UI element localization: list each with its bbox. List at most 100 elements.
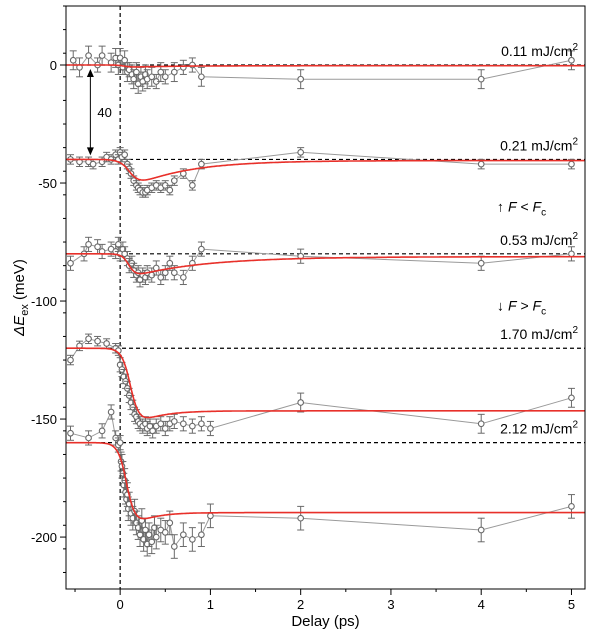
x-tick-label: 1 [207,597,214,612]
data-point [198,531,205,539]
series-label-value: 2.12 mJ/cm [500,421,572,437]
data-point [85,52,92,59]
annotation-f: F [508,297,518,313]
series-label-value: 0.21 mJ/cm [500,137,572,153]
series-label-value: 1.70 mJ/cm [500,326,572,342]
y-tick-label: -150 [31,412,57,427]
data-point [107,408,115,416]
series-connector-line [70,150,572,193]
offset-marker-label: 40 [97,105,111,120]
plot-frame [65,5,586,590]
fit-curve [66,158,585,181]
annotation-operator: > [517,297,533,313]
annotation-above-critical-fluence: ↓ F > Fc [497,297,546,317]
data-point [170,543,178,550]
series-label-value: 0.53 mJ/cm [500,232,572,248]
series-label-superscript: 2 [572,136,578,147]
data-point [67,259,74,267]
data-point [94,243,101,251]
data-point [103,340,110,347]
series-label-superscript: 2 [572,325,578,336]
data-point [568,503,575,510]
data-point [157,274,165,281]
data-point [170,177,178,185]
series-label-superscript: 2 [572,231,578,242]
data-point [568,56,575,64]
data-point [198,420,205,428]
series-label: 0.53 mJ/cm2 [500,231,578,248]
data-point [161,425,169,432]
data-point [157,420,165,428]
data-point [297,514,305,522]
y-tick-label: -200 [31,530,57,545]
x-tick-label: 4 [478,597,485,612]
offset-marker-arrowhead-bottom [86,147,94,156]
data-point [116,439,124,447]
annotation-arrow-up: ↑ [497,198,504,214]
data-point [198,73,205,81]
data-point [121,151,129,159]
annotation-fc: F [533,198,543,214]
data-point [477,526,485,534]
offset-marker-arrowhead-top [86,69,94,78]
annotation-f: F [508,198,518,214]
data-point [98,52,106,59]
series-label: 2.12 mJ/cm2 [500,420,578,437]
data-point [161,73,169,81]
annotation-below-critical-fluence: ↑ F < Fc [497,198,546,218]
data-point [198,160,205,168]
annotation-operator: < [517,198,533,214]
y-tick-label: -50 [38,176,57,191]
data-point [98,427,106,435]
data-point [568,250,575,258]
data-point [477,420,485,428]
data-point [179,531,187,539]
fit-layer [66,64,585,520]
series-label-value: 0.11 mJ/cm [501,43,572,59]
data-point [189,61,196,69]
data-point [477,160,485,168]
data-point [166,186,174,194]
data-point [85,241,92,248]
data-point [149,427,157,435]
data-point [67,356,74,364]
annotation-fc-subscript: c [541,306,546,317]
axis-layer: 0 1 2 3 4 5 0 -50 -100 -150 -200 [31,5,575,612]
annotation-arrow-down: ↓ [497,297,504,313]
y-axis-title-subscript: ex [19,304,31,316]
data-point [179,274,187,281]
data-point [85,434,92,442]
data-point [161,529,169,536]
data-point [166,259,174,267]
series-label: 0.11 mJ/cm2 [501,42,578,59]
data-point [157,68,165,76]
data-point [170,418,178,425]
data-point [166,519,174,527]
fit-curve [66,441,585,520]
x-tick-label: 5 [568,597,575,612]
fit-curve [66,347,585,419]
data-point [85,335,92,343]
data-point [170,269,178,277]
fit-curve [66,64,585,68]
data-point [152,533,160,541]
data-point [170,68,178,76]
data-point [198,245,205,253]
data-point [297,75,305,83]
data-point [189,422,196,430]
data-point [179,420,187,428]
x-tick-label: 3 [387,597,394,612]
offset-marker: 40 [86,69,112,156]
y-axis-title-prefix: ΔE [11,315,28,337]
series-label-superscript: 2 [572,42,578,53]
data-point [67,429,74,437]
data-point [189,182,196,189]
data-point [297,399,305,406]
data-point [568,160,575,168]
data-point [568,394,575,402]
data-point [477,259,485,267]
x-tick-label: 2 [297,597,304,612]
series-label: 1.70 mJ/cm2 [500,325,578,342]
